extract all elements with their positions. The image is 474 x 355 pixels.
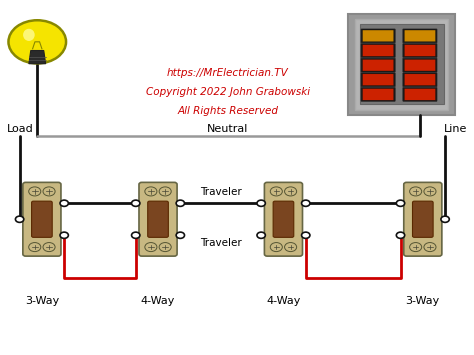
Text: Load: Load (7, 124, 34, 134)
Text: 4-Way: 4-Way (266, 296, 301, 306)
FancyBboxPatch shape (139, 182, 177, 256)
Circle shape (43, 187, 55, 196)
Circle shape (396, 232, 405, 239)
FancyBboxPatch shape (356, 19, 448, 110)
Circle shape (176, 232, 184, 239)
Ellipse shape (23, 29, 35, 41)
FancyBboxPatch shape (363, 88, 394, 100)
FancyBboxPatch shape (404, 59, 436, 71)
Circle shape (441, 216, 449, 222)
FancyBboxPatch shape (363, 45, 394, 56)
FancyBboxPatch shape (363, 74, 394, 86)
Text: 3-Way: 3-Way (406, 296, 440, 306)
Circle shape (29, 242, 41, 252)
Circle shape (410, 187, 422, 196)
FancyBboxPatch shape (273, 201, 294, 237)
Circle shape (301, 200, 310, 206)
Circle shape (424, 187, 436, 196)
Circle shape (16, 216, 24, 222)
Circle shape (257, 232, 265, 239)
Text: 4-Way: 4-Way (141, 296, 175, 306)
FancyBboxPatch shape (32, 201, 52, 237)
Text: 3-Way: 3-Way (25, 296, 59, 306)
FancyBboxPatch shape (403, 29, 437, 43)
Circle shape (176, 200, 184, 206)
FancyBboxPatch shape (404, 182, 442, 256)
FancyBboxPatch shape (403, 73, 437, 87)
Circle shape (145, 187, 157, 196)
Text: Copyright 2022 John Grabowski: Copyright 2022 John Grabowski (146, 87, 310, 97)
Circle shape (424, 242, 436, 252)
Circle shape (396, 200, 405, 206)
Circle shape (43, 242, 55, 252)
FancyBboxPatch shape (404, 30, 436, 42)
FancyBboxPatch shape (403, 87, 437, 101)
FancyBboxPatch shape (412, 201, 433, 237)
Circle shape (159, 242, 171, 252)
Circle shape (270, 187, 283, 196)
FancyBboxPatch shape (23, 182, 61, 256)
Polygon shape (29, 50, 46, 64)
Circle shape (301, 232, 310, 239)
FancyBboxPatch shape (404, 45, 436, 56)
FancyBboxPatch shape (403, 58, 437, 72)
FancyBboxPatch shape (363, 59, 394, 71)
Circle shape (284, 187, 297, 196)
Circle shape (159, 187, 171, 196)
Text: https://MrElectrician.TV: https://MrElectrician.TV (167, 68, 289, 78)
FancyBboxPatch shape (361, 29, 395, 43)
FancyBboxPatch shape (363, 30, 394, 42)
Circle shape (270, 242, 283, 252)
FancyBboxPatch shape (148, 201, 168, 237)
FancyBboxPatch shape (348, 14, 456, 115)
Text: Traveler: Traveler (200, 238, 242, 248)
FancyBboxPatch shape (361, 87, 395, 101)
FancyBboxPatch shape (361, 73, 395, 87)
Circle shape (132, 200, 140, 206)
FancyBboxPatch shape (404, 74, 436, 86)
FancyBboxPatch shape (361, 44, 395, 58)
Circle shape (60, 200, 68, 206)
Circle shape (410, 242, 422, 252)
Circle shape (9, 20, 66, 64)
Circle shape (145, 242, 157, 252)
FancyBboxPatch shape (404, 88, 436, 100)
Text: Line: Line (444, 124, 467, 134)
Text: All Rights Reserved: All Rights Reserved (177, 106, 278, 116)
FancyBboxPatch shape (360, 24, 444, 104)
Circle shape (29, 187, 41, 196)
Circle shape (60, 232, 68, 239)
Circle shape (132, 232, 140, 239)
FancyBboxPatch shape (403, 44, 437, 58)
Circle shape (257, 200, 265, 206)
Text: Neutral: Neutral (207, 124, 248, 134)
Text: Traveler: Traveler (200, 187, 242, 197)
Circle shape (284, 242, 297, 252)
FancyBboxPatch shape (361, 58, 395, 72)
FancyBboxPatch shape (264, 182, 302, 256)
